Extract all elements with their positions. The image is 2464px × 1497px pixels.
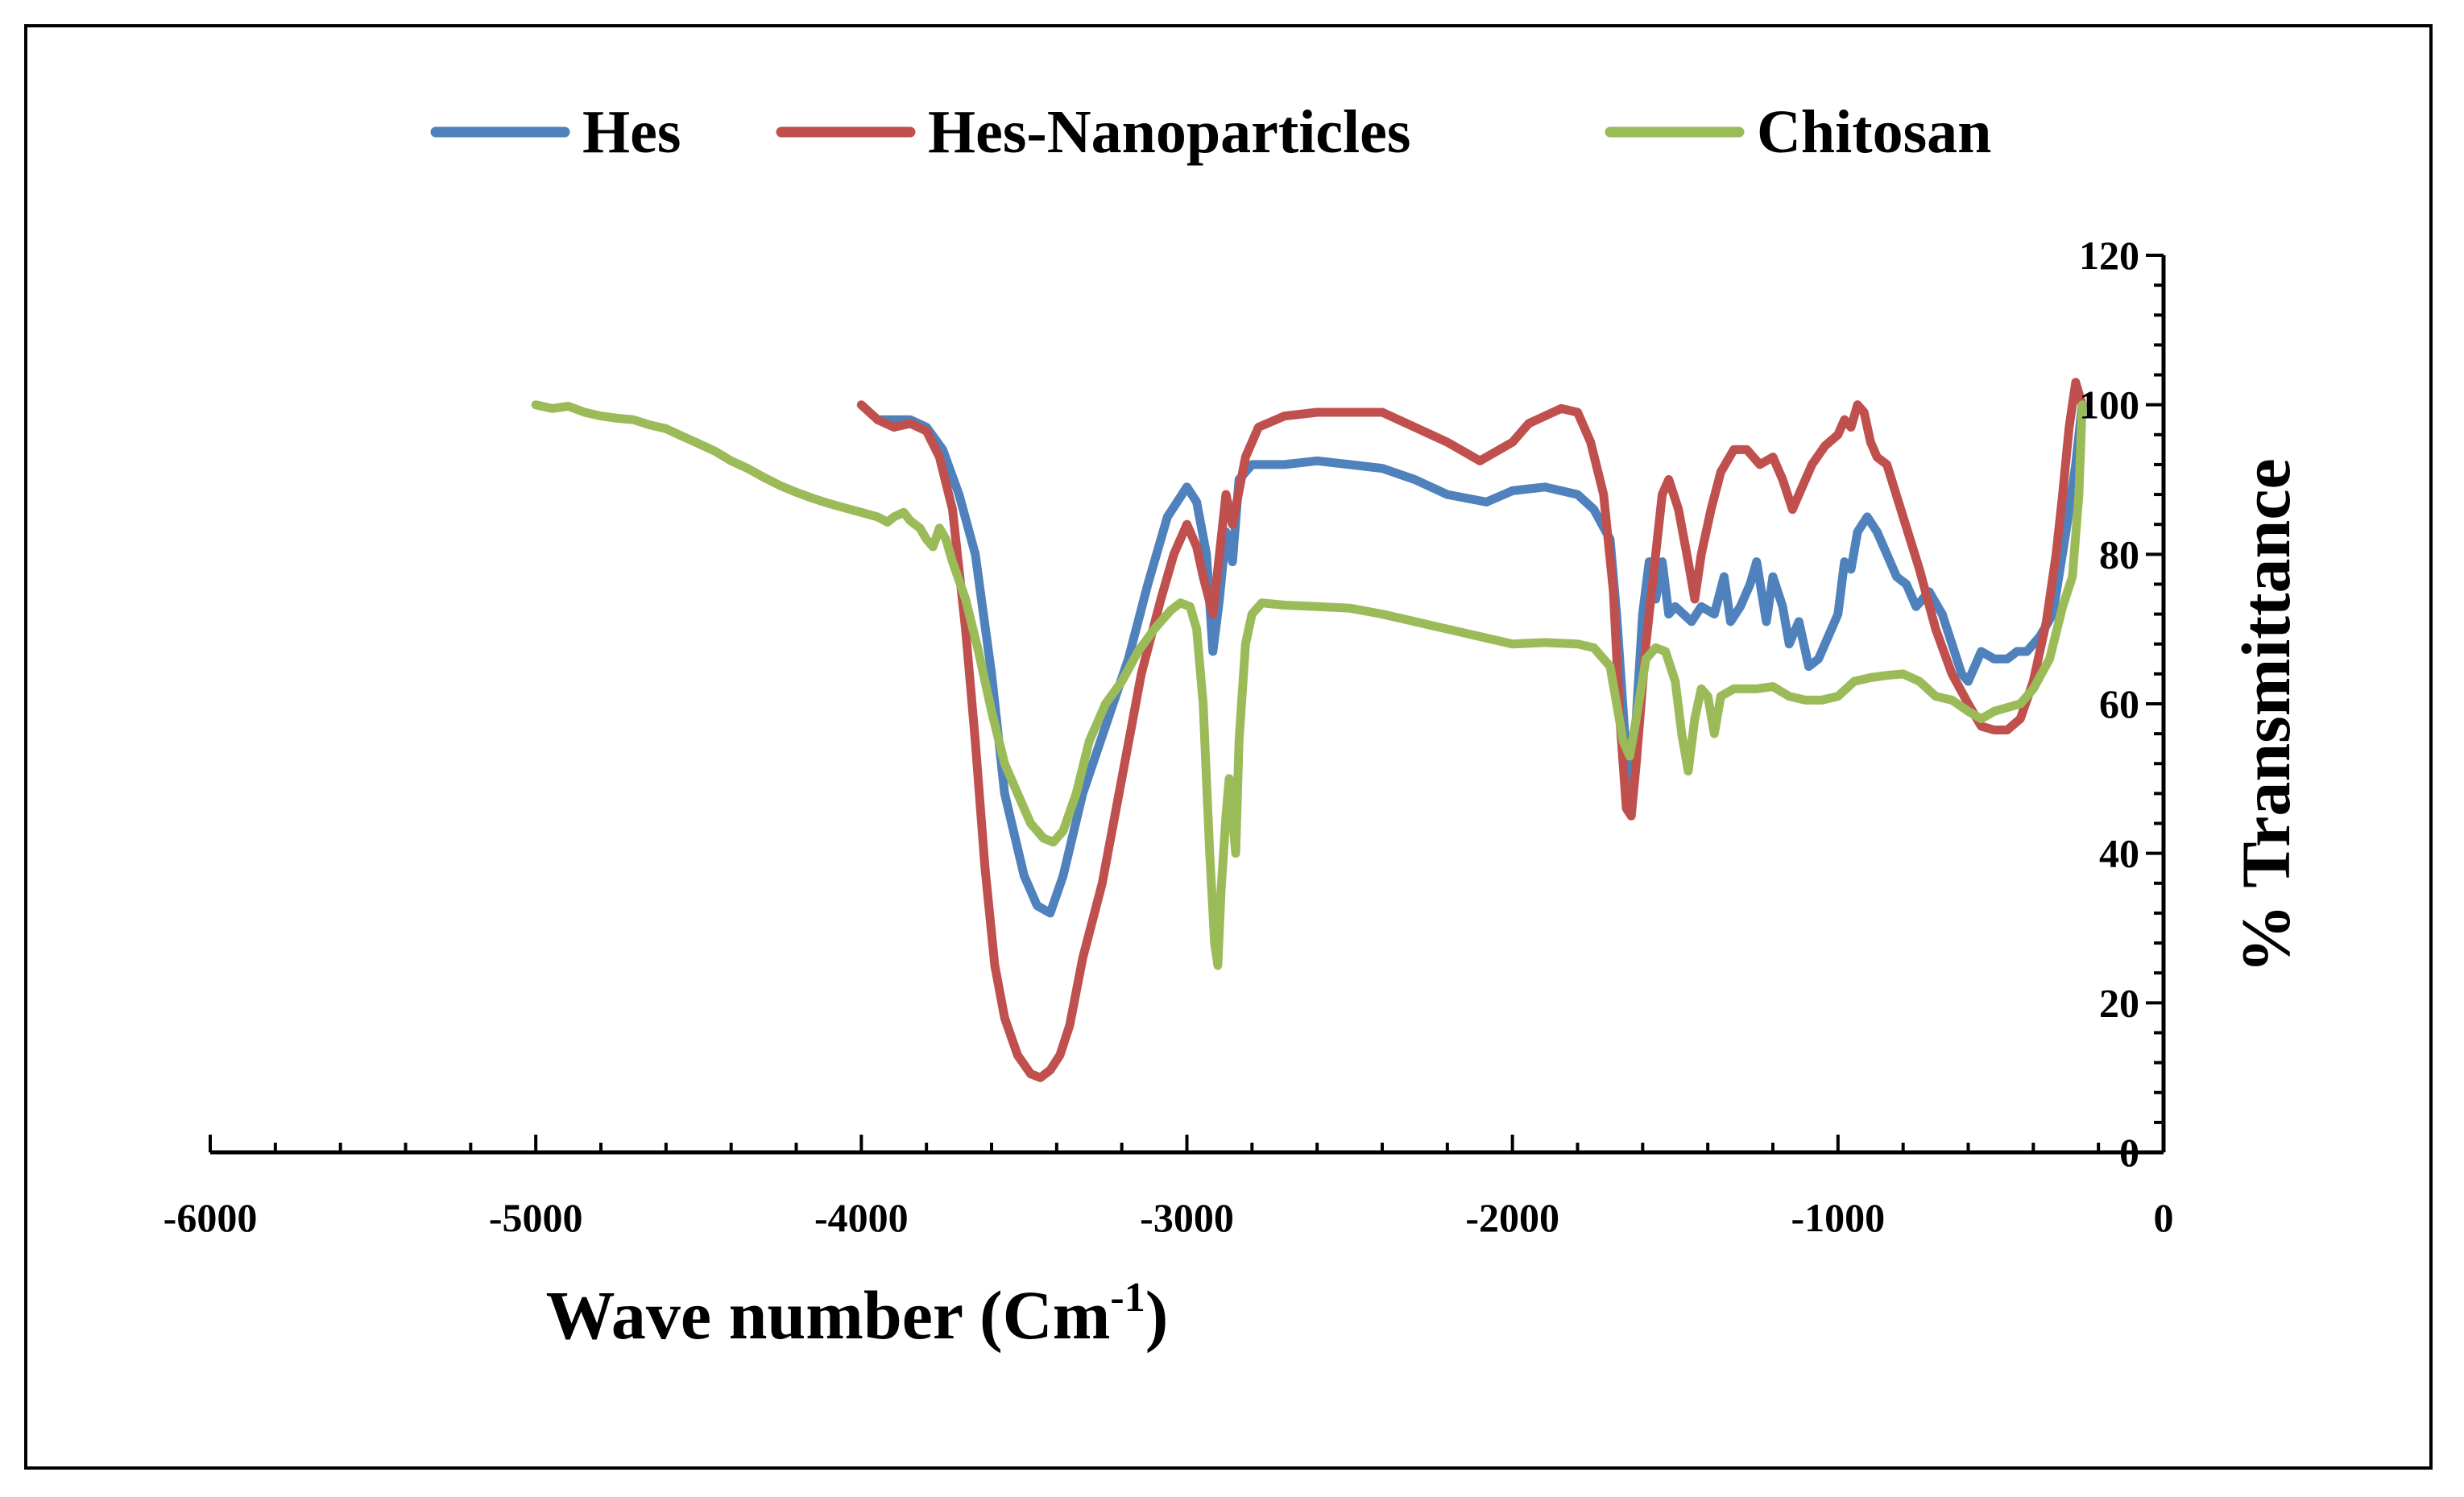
legend-entry: Hes — [430, 98, 681, 166]
plot-area — [531, 378, 2087, 1082]
x-tick-label: 0 — [2154, 1195, 2174, 1240]
y-tick-label: 100 — [2079, 383, 2139, 428]
x-tick-label: -4000 — [814, 1195, 909, 1240]
y-tick-label: 40 — [2099, 831, 2139, 876]
y-tick-label: 60 — [2099, 681, 2139, 726]
legend-entry: Chitosan — [1605, 98, 1991, 166]
y-tick-label: 20 — [2099, 980, 2139, 1025]
legend-label: Hes-Nanoparticles — [928, 98, 1410, 166]
y-tick-label: 80 — [2099, 531, 2139, 577]
legend-label: Hes — [582, 98, 681, 166]
legend-label: Chitosan — [1757, 98, 1991, 166]
axes — [209, 254, 2166, 1155]
x-axis-title: Wave number (Cm-1) — [546, 1275, 1169, 1354]
series-line-hes — [873, 400, 2087, 918]
series-line-hes-nanoparticles — [856, 378, 2087, 1082]
chart-frame: Hes Hes-Nanoparticles Chitosan -6000 -5000-… — [24, 24, 2433, 1470]
legend: Hes Hes-Nanoparticles Chitosan — [430, 98, 1991, 166]
series-line-chitosan — [531, 400, 2087, 970]
tick-labels: -6000 -5000 -4000 -3000 -2000 -1000 00 20 40 60 80… — [164, 233, 2174, 1240]
x-tick-label: -1000 — [1791, 1195, 1886, 1240]
x-tick-label: -6000 — [164, 1195, 258, 1240]
x-tick-label: -5000 — [489, 1195, 583, 1240]
y-tick-label: 120 — [2079, 233, 2139, 278]
chart-svg: Hes Hes-Nanoparticles Chitosan -6000 -5000-… — [164, 98, 2305, 1354]
y-tick-label: 0 — [2119, 1130, 2139, 1175]
x-tick-label: -3000 — [1140, 1195, 1234, 1240]
legend-entry: Hes-Nanoparticles — [776, 98, 1410, 166]
x-tick-label: -2000 — [1465, 1195, 1559, 1240]
y-axis-title: % Transmittance — [2227, 458, 2305, 973]
